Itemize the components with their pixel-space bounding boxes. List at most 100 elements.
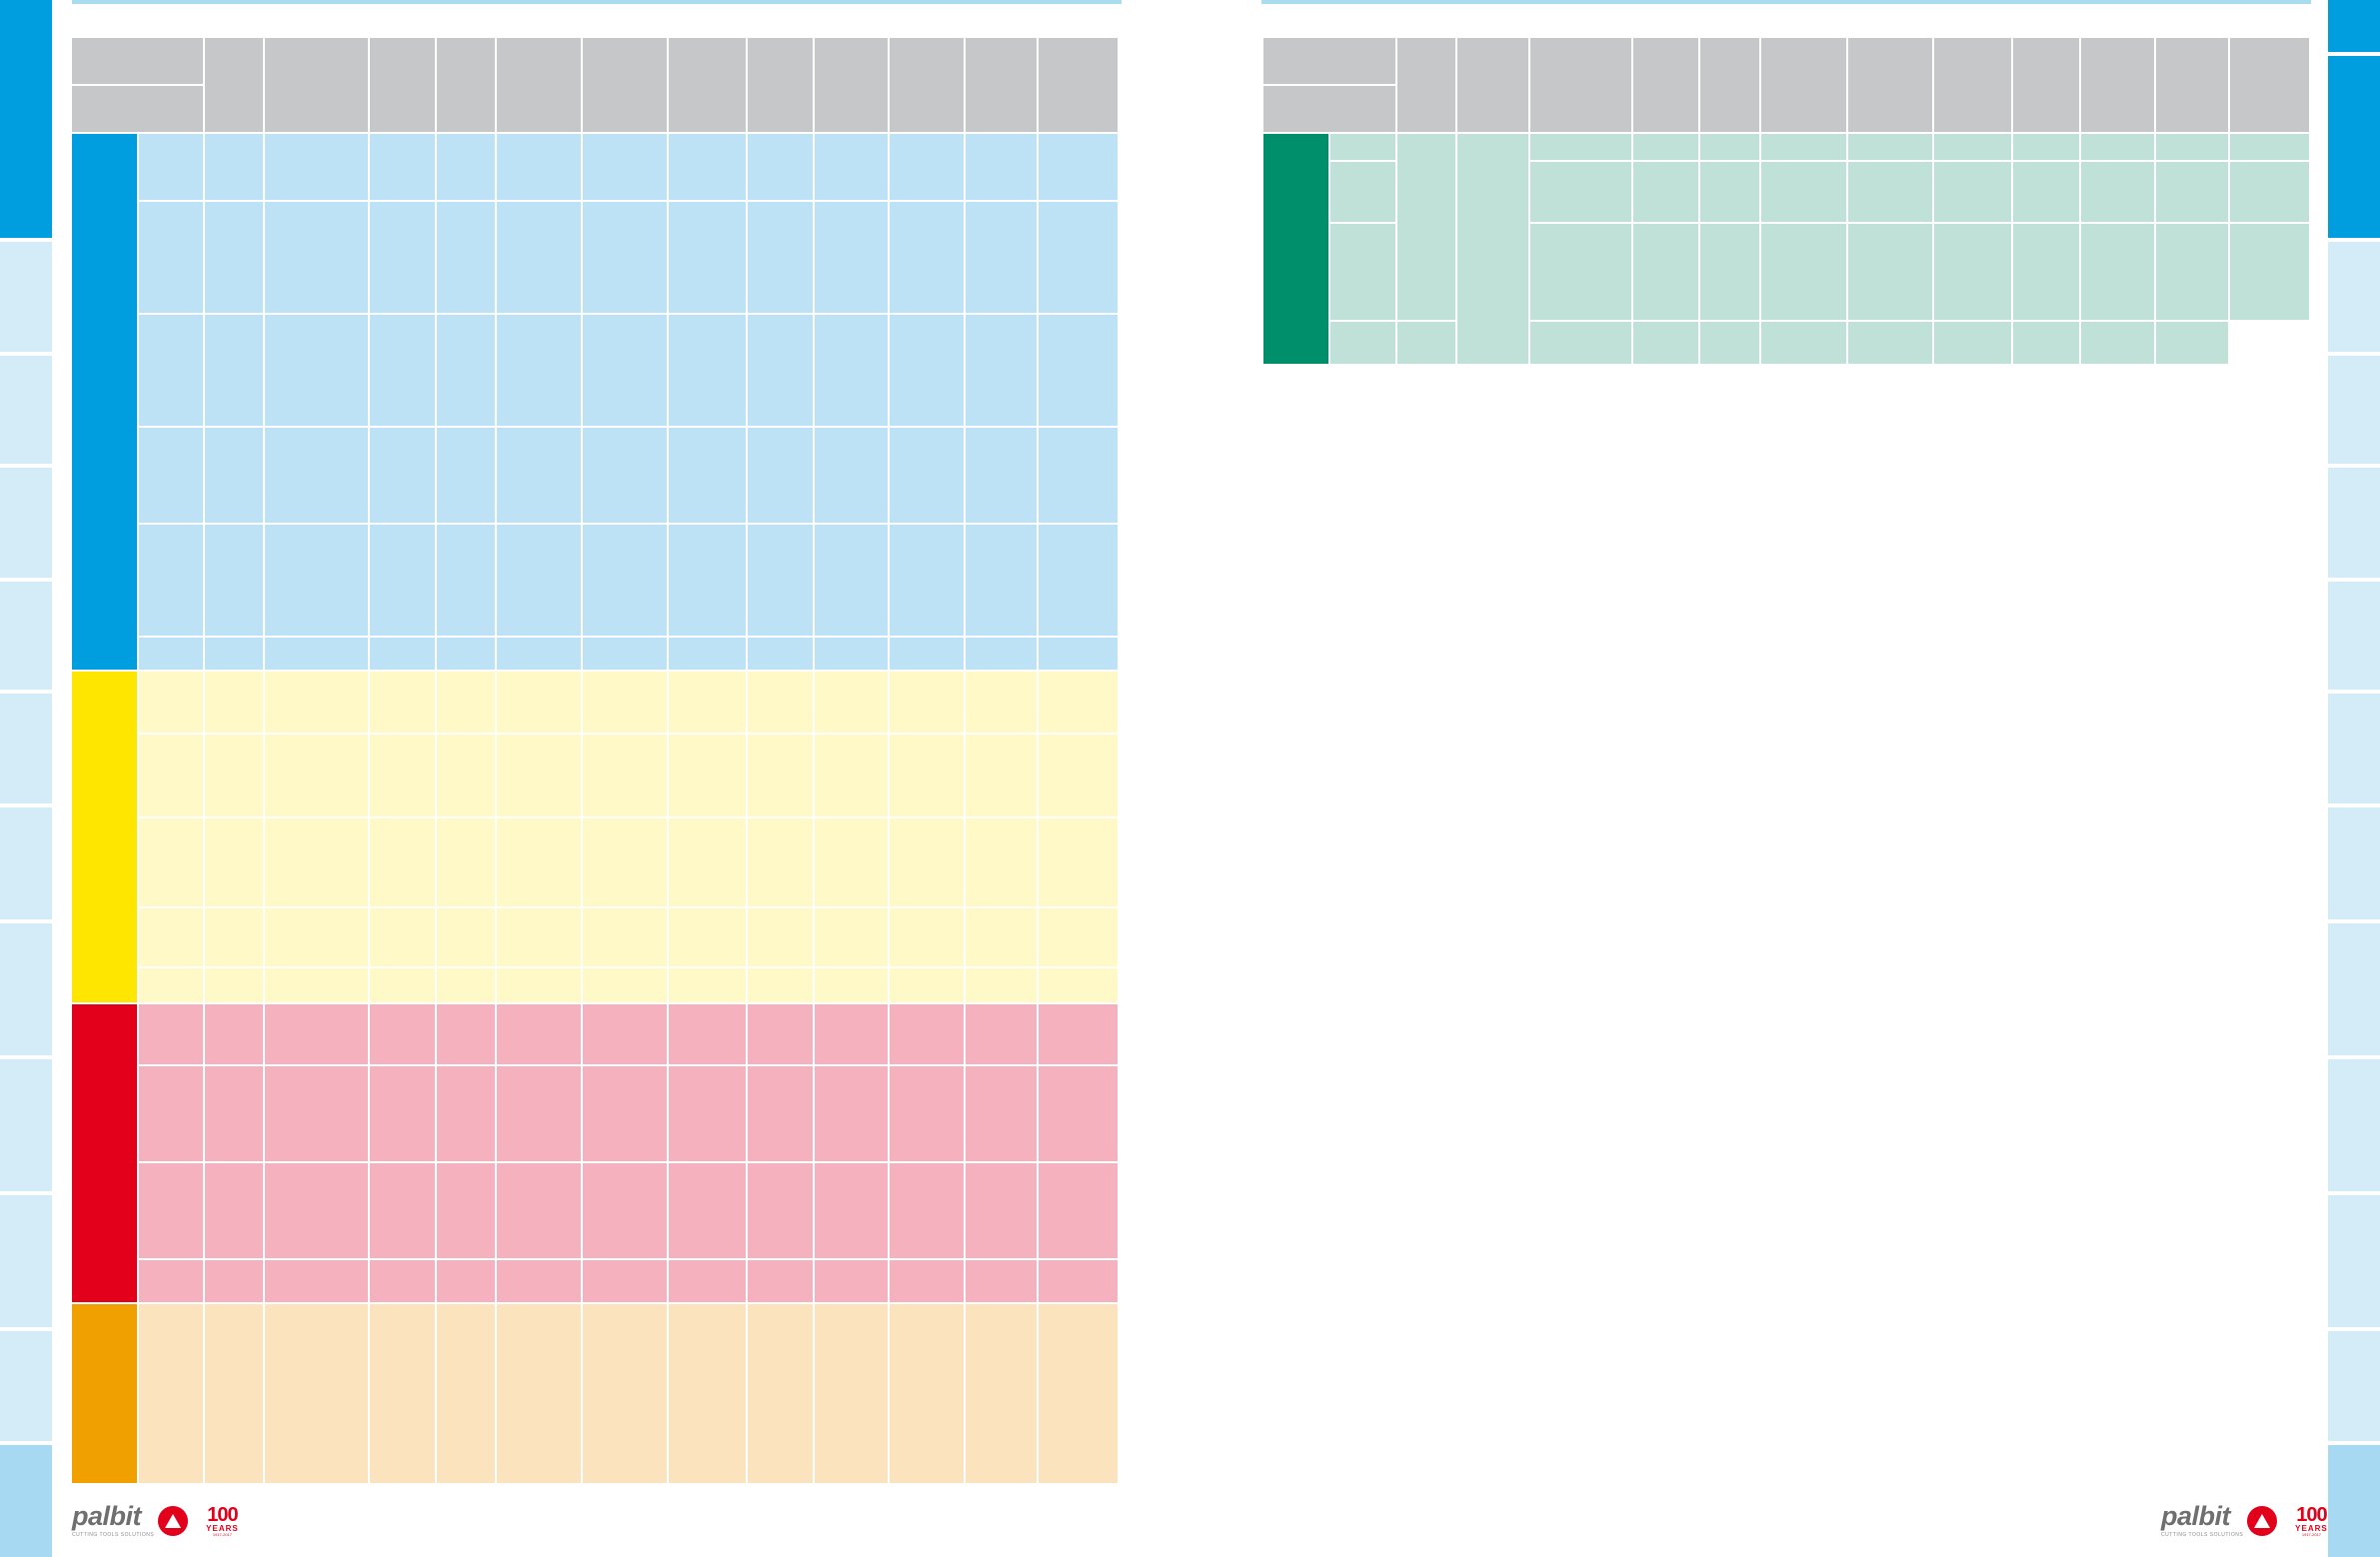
right-tab-11[interactable]: [2328, 1331, 2380, 1441]
table-cell: [1845, 222, 1935, 322]
right-tab-6[interactable]: [2328, 694, 2380, 803]
table-cell: [203, 966, 265, 1004]
table-row: [71, 426, 1120, 525]
left-tab-8[interactable]: [0, 923, 52, 1055]
table-cell: [581, 1302, 670, 1485]
top-rule-left: [72, 0, 1122, 4]
table-cell: [262, 1002, 371, 1066]
table-cell: [368, 1302, 437, 1485]
header-cell: [1037, 36, 1120, 134]
table-cell: [887, 313, 967, 428]
table-cell: [745, 200, 816, 315]
table-row: [1262, 222, 2312, 322]
table-cell: [136, 200, 206, 315]
table-cell: [813, 733, 890, 818]
table-cell: [368, 906, 437, 968]
table-row: [71, 313, 1120, 428]
table-cell: [745, 966, 816, 1004]
table-cell: [494, 200, 584, 315]
table-cell: [745, 1258, 816, 1304]
table-cell: [813, 1258, 890, 1304]
table-cell: [581, 1161, 670, 1260]
table-cell: [1845, 132, 1935, 162]
table-cell: [203, 1302, 265, 1485]
table-cell: [813, 1002, 890, 1066]
table-cell: [494, 1302, 584, 1485]
table-cell: [262, 636, 371, 672]
header-cell: [887, 36, 967, 134]
right-tab-7[interactable]: [2328, 807, 2380, 919]
table-cell: [887, 733, 967, 818]
right-tab-9[interactable]: [2328, 1059, 2380, 1191]
left-tab-7[interactable]: [0, 807, 52, 919]
right-tab-5[interactable]: [2328, 582, 2380, 690]
left-tab-6[interactable]: [0, 694, 52, 803]
table-cell: [745, 1161, 816, 1260]
table-row: [1262, 320, 2310, 366]
table-cell: [667, 132, 748, 202]
table-cell: [964, 966, 1040, 1004]
header-cell: [1758, 36, 1848, 134]
table-cell: [434, 816, 497, 908]
right-tab-top-small[interactable]: [2328, 0, 2380, 52]
table-row: [71, 1258, 1120, 1304]
table-cell: [745, 636, 816, 672]
left-tab-2[interactable]: [0, 242, 52, 352]
header-cell: [1454, 36, 1531, 134]
table-cell: [494, 1161, 584, 1260]
left-tab-11[interactable]: [0, 1331, 52, 1441]
table-cell: [581, 816, 670, 908]
table-cell: [813, 906, 890, 968]
right-tab-active[interactable]: [2328, 56, 2380, 238]
table-cell: [581, 670, 670, 735]
table-cell: [667, 1161, 748, 1260]
table-cell: [2079, 160, 2157, 224]
top-rule-right: [1261, 0, 2311, 4]
table-cell: [494, 733, 584, 818]
table-cell: [1037, 966, 1120, 1004]
table-cell: [581, 906, 670, 968]
table-cell: [1328, 132, 1398, 162]
table-cell: [1758, 222, 1848, 322]
table-cell: [964, 523, 1040, 638]
table-cell: [745, 670, 816, 735]
right-tab-bottom[interactable]: [2328, 1445, 2380, 1557]
table-cell: [1037, 1302, 1120, 1485]
left-tab-bottom[interactable]: [0, 1445, 52, 1557]
right-tab-3[interactable]: [2328, 356, 2380, 464]
table-cell: [1037, 906, 1120, 968]
table-cell: [136, 1161, 206, 1260]
table-cell: [434, 636, 497, 672]
right-tab-8[interactable]: [2328, 923, 2380, 1055]
table-cell: [203, 523, 265, 638]
table-cell: [581, 1258, 670, 1304]
left-tab-10[interactable]: [0, 1195, 52, 1327]
table-cell: [368, 1258, 437, 1304]
table-cell: [1631, 222, 1701, 322]
left-tab-9[interactable]: [0, 1059, 52, 1191]
right-tab-4[interactable]: [2328, 468, 2380, 578]
table-cell: [1758, 132, 1848, 162]
header-cell-group-bottom: [1260, 84, 1398, 134]
table-cell: [667, 523, 748, 638]
table-cell: [964, 200, 1040, 315]
left-tab-4[interactable]: [0, 468, 52, 578]
table-cell: [2011, 160, 2082, 224]
table-cell: [203, 1258, 265, 1304]
table-cell: [1932, 132, 2014, 162]
table-cell: [434, 132, 497, 202]
table-cell: [964, 733, 1040, 818]
table-cell: [262, 670, 371, 735]
table-cell: [203, 636, 265, 672]
table-cell: [667, 1064, 748, 1163]
left-tab-active[interactable]: [0, 0, 52, 238]
header-cell: [434, 36, 497, 134]
right-tab-10[interactable]: [2328, 1195, 2380, 1327]
table-cell: [434, 313, 497, 428]
right-tab-2[interactable]: [2328, 242, 2380, 352]
left-tab-5[interactable]: [0, 582, 52, 690]
material-band-m: [70, 670, 139, 1004]
table-cell: [964, 670, 1040, 735]
left-tab-3[interactable]: [0, 356, 52, 464]
table-row: [70, 1002, 1120, 1304]
